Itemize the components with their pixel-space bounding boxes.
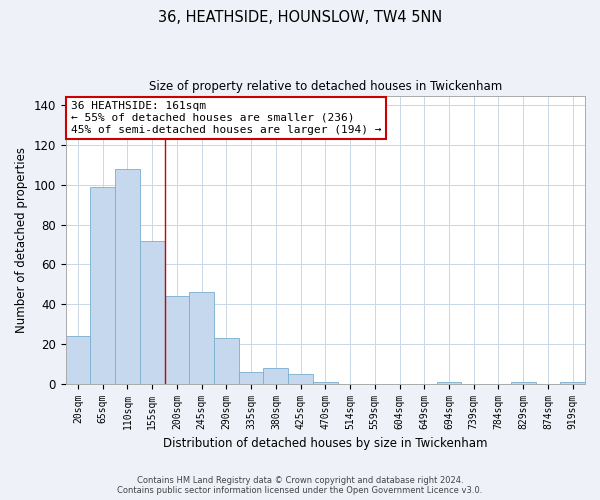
- Bar: [214, 338, 239, 384]
- Bar: [263, 368, 288, 384]
- Y-axis label: Number of detached properties: Number of detached properties: [15, 146, 28, 332]
- Bar: [140, 240, 164, 384]
- Bar: [313, 382, 338, 384]
- Bar: [164, 296, 190, 384]
- Title: Size of property relative to detached houses in Twickenham: Size of property relative to detached ho…: [149, 80, 502, 93]
- Bar: [65, 336, 91, 384]
- Text: Contains HM Land Registry data © Crown copyright and database right 2024.
Contai: Contains HM Land Registry data © Crown c…: [118, 476, 482, 495]
- Bar: [115, 169, 140, 384]
- Bar: [239, 372, 263, 384]
- X-axis label: Distribution of detached houses by size in Twickenham: Distribution of detached houses by size …: [163, 437, 488, 450]
- Bar: [190, 292, 214, 384]
- Bar: [560, 382, 585, 384]
- Bar: [288, 374, 313, 384]
- Text: 36 HEATHSIDE: 161sqm
← 55% of detached houses are smaller (236)
45% of semi-deta: 36 HEATHSIDE: 161sqm ← 55% of detached h…: [71, 102, 382, 134]
- Bar: [511, 382, 536, 384]
- Bar: [91, 187, 115, 384]
- Bar: [437, 382, 461, 384]
- Text: 36, HEATHSIDE, HOUNSLOW, TW4 5NN: 36, HEATHSIDE, HOUNSLOW, TW4 5NN: [158, 10, 442, 25]
